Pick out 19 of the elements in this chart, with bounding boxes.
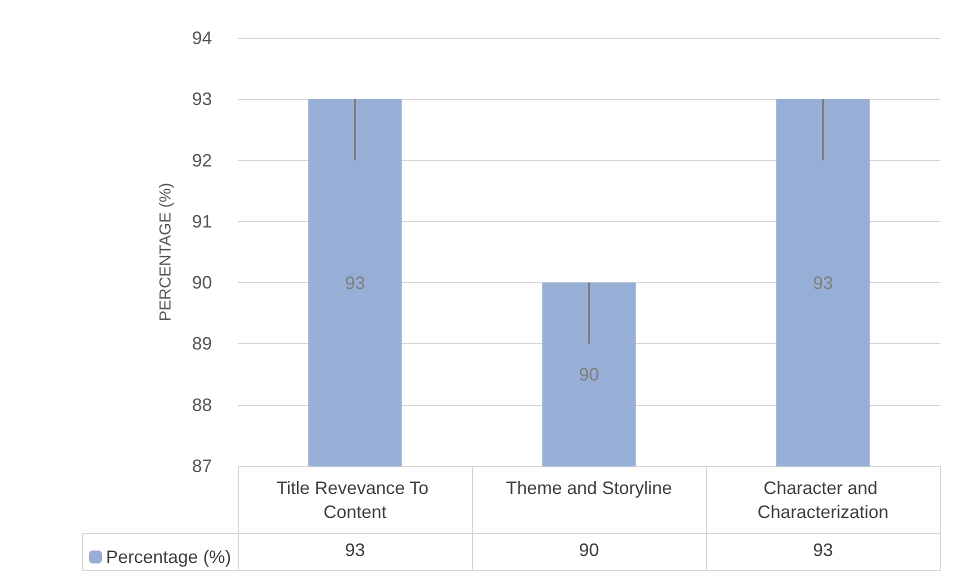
data-label: 93 (812, 540, 834, 561)
y-tick-label: 89 (192, 334, 212, 354)
text: 90 (578, 364, 600, 385)
x-tick-label: Title Revevance To Content (276, 478, 434, 522)
data-label: 93 (344, 540, 366, 561)
y-tick-label: 87 (192, 456, 212, 476)
y-axis-title: PERCENTAGE (%) (158, 182, 174, 322)
y-tick-label: 90 (192, 272, 212, 293)
y-tick-label: 94 (192, 28, 212, 48)
x-tick-label: Character and Characterization (757, 478, 889, 522)
text: 93 (344, 272, 366, 293)
y-tick-label: 92 (192, 150, 212, 170)
y-tick-label: 91 (192, 211, 212, 232)
text: 93 (812, 272, 834, 293)
legend-label: Percentage (%) (106, 547, 232, 567)
x-tick-label: Theme and Storyline (506, 478, 672, 498)
y-tick-label: 88 (192, 394, 212, 415)
y-tick-label: 93 (192, 89, 212, 110)
data-label: 90 (578, 540, 600, 561)
